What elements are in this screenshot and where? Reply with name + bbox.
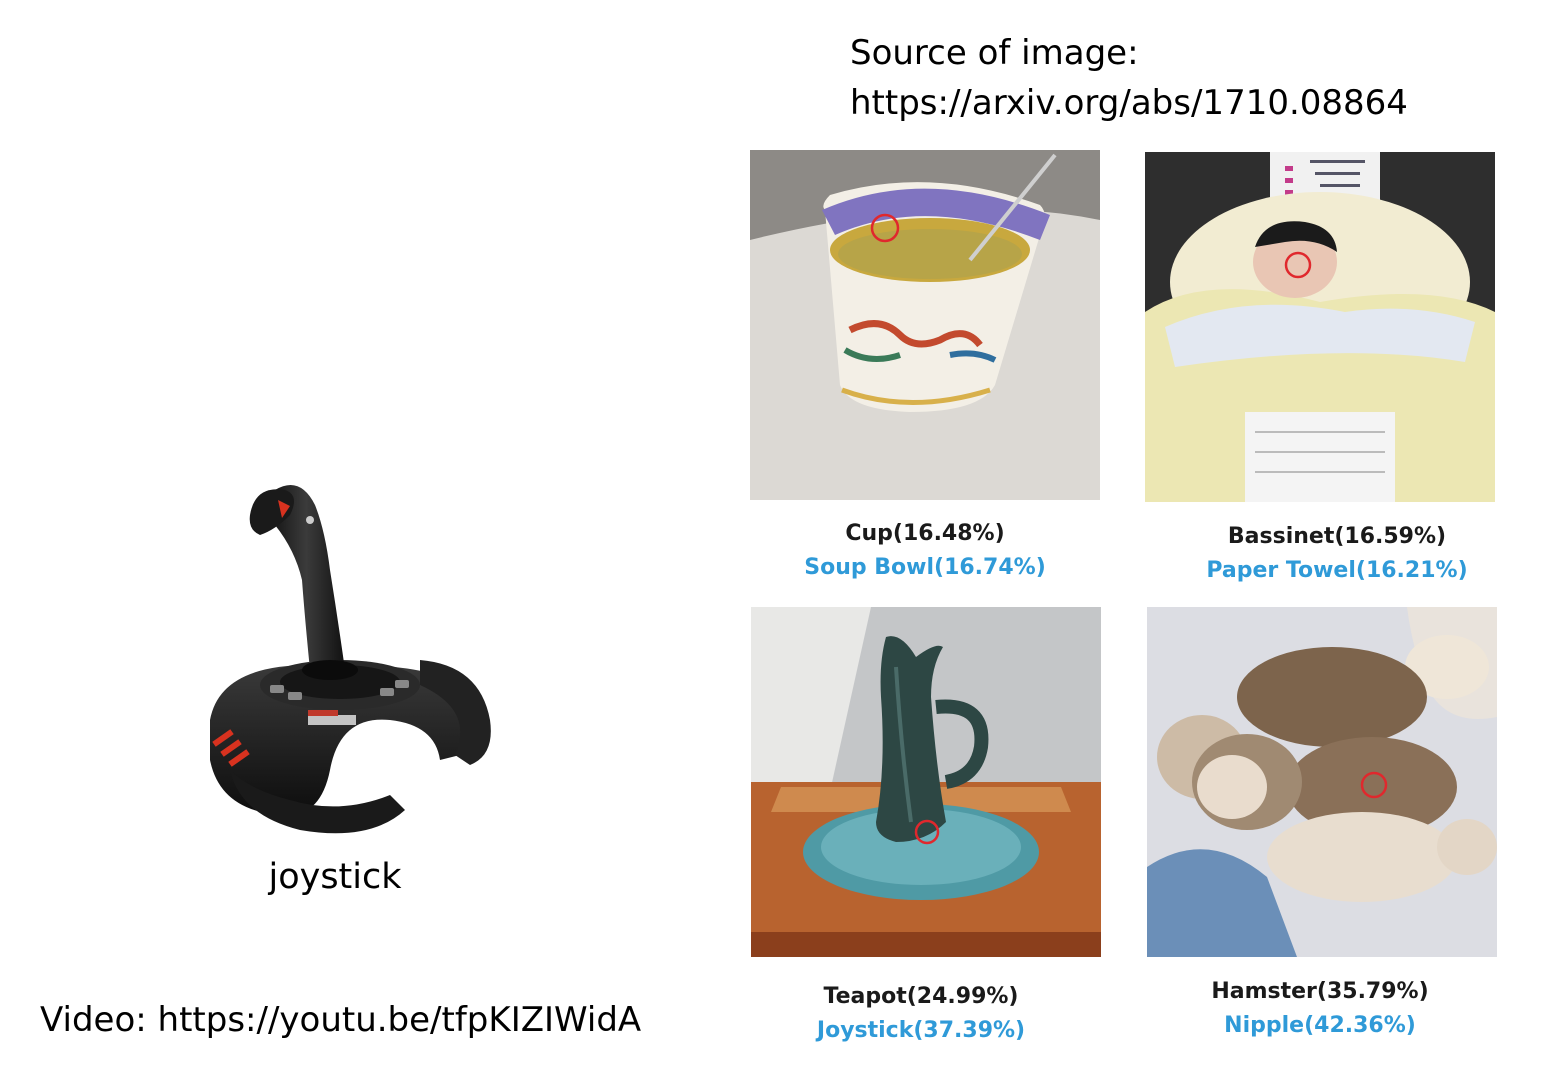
example-image-ferrets xyxy=(1147,607,1497,957)
adversarial-prediction: Soup Bowl(16.74%) xyxy=(804,555,1046,580)
adversarial-prediction: Nipple(42.36%) xyxy=(1224,1013,1416,1038)
adversarial-prediction: Paper Towel(16.21%) xyxy=(1206,558,1468,583)
caption-bassinet: Bassinet(16.59%) Paper Towel(16.21%) xyxy=(1127,520,1547,588)
joystick-image xyxy=(190,470,500,840)
example-image-cup xyxy=(750,150,1100,500)
source-caption: Source of image: https://arxiv.org/abs/1… xyxy=(850,28,1408,128)
original-prediction: Bassinet(16.59%) xyxy=(1227,524,1447,549)
caption-cup: Cup(16.48%) Soup Bowl(16.74%) xyxy=(715,517,1135,585)
joystick-label: joystick xyxy=(268,857,402,897)
source-line-1: Source of image: xyxy=(850,33,1139,73)
adversarial-prediction: Joystick(37.39%) xyxy=(816,1018,1026,1043)
original-prediction: Hamster(35.79%) xyxy=(1211,979,1429,1004)
original-prediction: Cup(16.48%) xyxy=(845,521,1005,546)
example-image-teapot xyxy=(751,607,1101,957)
example-image-bassinet xyxy=(1145,152,1495,502)
source-line-2: https://arxiv.org/abs/1710.08864 xyxy=(850,83,1408,123)
video-link-text: Video: https://youtu.be/tfpKIZIWidA xyxy=(40,1000,642,1040)
caption-hamster: Hamster(35.79%) Nipple(42.36%) xyxy=(1110,975,1530,1043)
original-prediction: Teapot(24.99%) xyxy=(823,984,1019,1009)
caption-teapot: Teapot(24.99%) Joystick(37.39%) xyxy=(711,980,1131,1048)
